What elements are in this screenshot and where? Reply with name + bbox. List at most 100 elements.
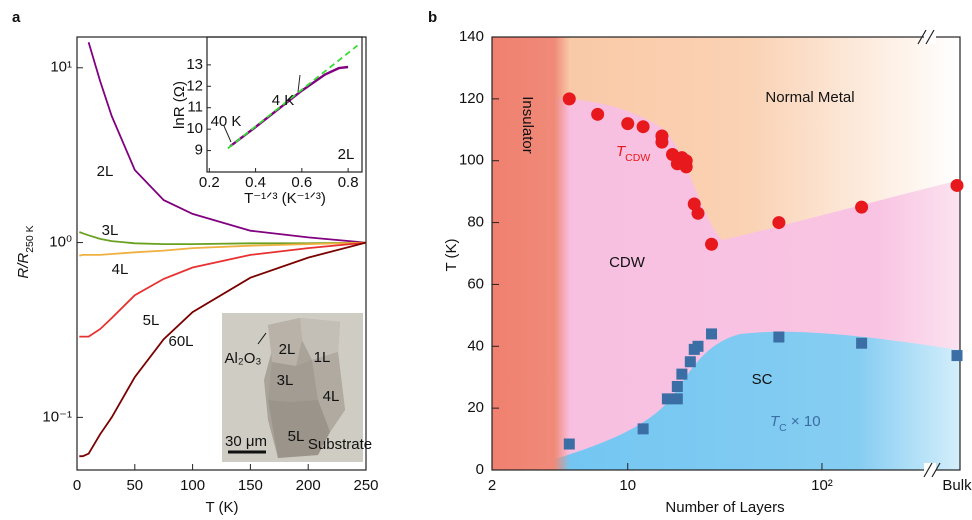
- data-point: [676, 368, 688, 380]
- data-point: [684, 356, 696, 368]
- data-point: [691, 206, 705, 220]
- data-point: [705, 237, 719, 251]
- flake-1l: [300, 318, 340, 360]
- panel-label: b: [428, 9, 437, 26]
- x-axis-label: Number of Layers: [665, 499, 784, 516]
- data-point: [655, 135, 669, 149]
- x-tick-label: 0.6: [291, 174, 312, 191]
- data-point: [772, 216, 786, 230]
- x-tick-label: 100: [180, 477, 205, 494]
- annotation: 4 K: [272, 92, 295, 109]
- panel-b: 2 10 10² Bulk 0 20 40 60 80 100 120 140 Number of La…: [428, 9, 972, 516]
- data-point: [951, 350, 963, 362]
- region-label: SC: [752, 371, 773, 388]
- y-axis-label: R/R250 K: [15, 225, 36, 278]
- data-point: [855, 200, 869, 214]
- data-point: [671, 380, 683, 392]
- x-tick-label: 0.4: [245, 174, 266, 191]
- x-tick-label: 2: [488, 477, 496, 494]
- curve: [79, 241, 366, 257]
- y-tick-label: 10: [186, 120, 203, 137]
- inset: 0.2 0.4 0.6 0.8 9 10 11 12 13 T⁻¹ᐟ³ (K⁻¹ᐟ³) lnR (Ω…: [171, 36, 363, 207]
- annotation: 2L: [338, 146, 355, 163]
- annotation: 40 K: [211, 113, 242, 130]
- x-axis-label: T⁻¹ᐟ³ (K⁻¹ᐟ³): [244, 190, 326, 207]
- y-tick-label: 60: [467, 275, 484, 292]
- data-point: [661, 393, 673, 405]
- micrograph-label: 1L: [314, 349, 331, 366]
- axis-break: [924, 463, 936, 477]
- data-point: [773, 331, 785, 343]
- x-tick-label: 250: [353, 477, 378, 494]
- x-axis-label-part: T (K): [205, 499, 238, 516]
- y-tick-label: 10⁰: [49, 234, 72, 251]
- y-tick-label: 10⁻¹: [42, 408, 72, 425]
- curve: [87, 41, 366, 244]
- data-point: [562, 92, 576, 106]
- series-label: TCDW: [616, 143, 650, 164]
- series-label: 5L: [143, 312, 160, 329]
- data-point: [563, 438, 575, 450]
- x-tick-label: 0: [73, 477, 81, 494]
- plot-frame: [491, 36, 961, 471]
- data-point: [591, 107, 605, 121]
- x-tick-label: 200: [296, 477, 321, 494]
- region-label: Insulator: [519, 96, 536, 154]
- series-label: TC × 10: [770, 413, 821, 434]
- x-tick-label: Bulk: [942, 477, 972, 494]
- panel-label: a: [12, 9, 21, 26]
- points: [562, 92, 964, 450]
- y-axis-label-part: R/R: [15, 253, 32, 279]
- y-tick-label: 13: [186, 56, 203, 73]
- curves: [78, 41, 366, 458]
- data-point: [692, 340, 704, 352]
- data-point: [856, 337, 868, 349]
- data-point: [637, 423, 649, 435]
- series-label-part: CDW: [625, 152, 650, 164]
- annotation-arrow: [297, 74, 301, 93]
- series-label: 4L: [112, 261, 129, 278]
- micrograph-label: 4L: [323, 388, 340, 405]
- y-tick-label: 80: [467, 214, 484, 231]
- series-label-part: C: [779, 422, 787, 434]
- annotation-arrow: [223, 125, 232, 143]
- series-label: 60L: [168, 333, 193, 350]
- axis-break-mark: [917, 29, 941, 478]
- x-axis-label: T (K): [205, 499, 238, 516]
- x-tick-label: 150: [238, 477, 263, 494]
- data-point: [679, 160, 693, 174]
- x-tick-label: 10: [619, 477, 636, 494]
- y-tick-label: 9: [195, 142, 203, 159]
- micrograph-label: Al₂O₃: [225, 350, 262, 367]
- y-tick-label: 10¹: [50, 59, 72, 76]
- y-tick-label: 11: [187, 99, 203, 116]
- pointer: [257, 332, 267, 345]
- series-label-part: T: [770, 413, 781, 430]
- flake-5l: [268, 400, 330, 458]
- micrograph: Al₂O₃ 2L 1L 3L 4L 5L Substrate 30 μm: [222, 313, 372, 462]
- scale-bar-label: 30 μm: [225, 433, 267, 450]
- y-tick-label: 100: [459, 152, 484, 169]
- y-axis-label-part: 250 K: [24, 225, 36, 252]
- x-tick-label: 0.8: [338, 174, 359, 191]
- inset-frame: [206, 36, 363, 173]
- y-tick-label: 0: [476, 461, 484, 478]
- micrograph-label: 5L: [288, 428, 305, 445]
- flake-3l: [268, 360, 318, 402]
- curve: [79, 241, 366, 338]
- y-tick-label: 120: [459, 90, 484, 107]
- curve: [79, 241, 366, 458]
- data-point: [621, 117, 635, 131]
- micrograph-label: 3L: [277, 372, 294, 389]
- region-label: CDW: [609, 254, 646, 271]
- y-axis-label: T (K): [443, 238, 460, 271]
- x-tick-label: 10²: [811, 477, 833, 494]
- y-tick-label: 140: [459, 28, 484, 45]
- region-insulator: [492, 37, 570, 470]
- flake-4l: [312, 352, 345, 432]
- y-tick-label: 20: [467, 399, 484, 416]
- curve: [78, 231, 366, 245]
- region-label: Normal Metal: [765, 89, 854, 106]
